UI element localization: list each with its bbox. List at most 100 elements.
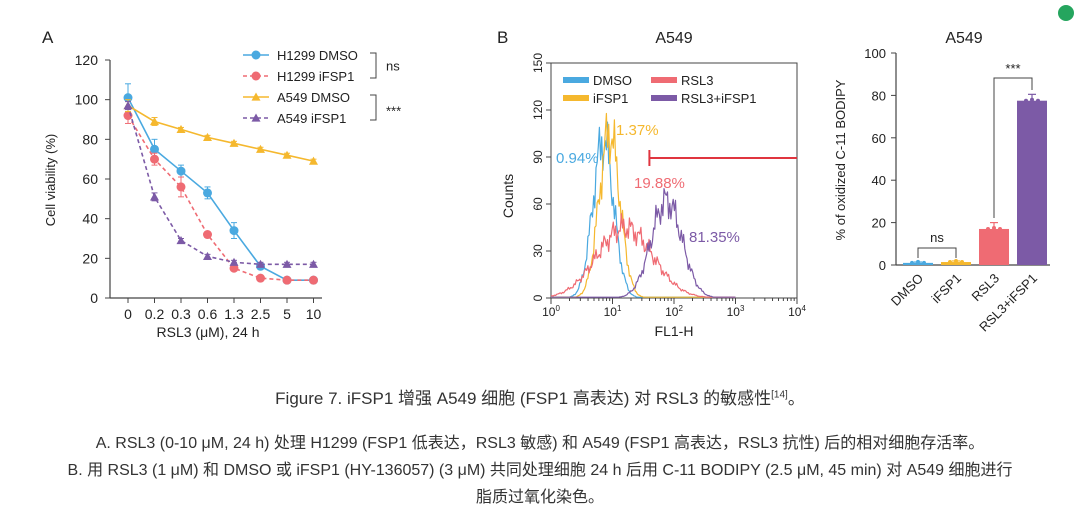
legend-label: H1299 iFSP1: [277, 69, 354, 84]
panel-b-y-label: Counts: [500, 174, 516, 218]
figure-title-end: 。: [787, 389, 805, 408]
x-tick-label: 0.3: [171, 306, 191, 322]
caption-line-b1: B. 用 RSL3 (1 μM) 和 DMSO 或 iFSP1 (HY-1360…: [67, 462, 1013, 479]
panel-b-series: [551, 112, 797, 298]
y-tick-label: 60: [872, 131, 886, 146]
x-tick-label: 103: [727, 304, 745, 319]
significance-bracket: [993, 77, 1033, 218]
y-tick-label: 40: [872, 173, 886, 188]
legend-label: A549 iFSP1: [277, 111, 346, 126]
y-tick-label: 60: [82, 171, 98, 187]
data-point: [203, 251, 212, 260]
corner-badge-icon: [1058, 5, 1074, 21]
histogram-trace: [551, 213, 736, 298]
figure-description: A. RSL3 (0-10 μM, 24 h) 处理 H1299 (FSP1 低…: [0, 430, 1080, 511]
x-tick-label: 0: [124, 306, 132, 322]
panel-label-b: B: [497, 28, 508, 47]
bar-data-point: [1024, 98, 1028, 103]
data-point: [229, 138, 239, 147]
data-point: [309, 156, 318, 165]
percent-label: 0.94%: [556, 150, 599, 167]
panel-a-series: [123, 83, 318, 285]
data-point: [256, 273, 265, 283]
significance-label: ns: [930, 230, 944, 245]
bar-data-point: [986, 226, 990, 231]
legend-label: DMSO: [593, 73, 632, 88]
legend-marker: [251, 113, 261, 122]
figure-title-text: iFSP1 增强 A549 细胞 (FSP1 高表达) 对 RSL3 的敏感性: [342, 389, 772, 408]
y-tick-label: 0: [879, 258, 886, 273]
y-tick-label: 20: [872, 216, 886, 231]
legend-label: A549 DMSO: [277, 90, 350, 105]
significance-bracket: [370, 52, 377, 79]
x-tick-label: 0.6: [198, 306, 218, 322]
caption-line-a: A. RSL3 (0-10 μM, 24 h) 处理 H1299 (FSP1 低…: [95, 435, 985, 452]
legend-marker: [251, 50, 261, 60]
legend-swatch: [651, 95, 677, 101]
data-point: [229, 226, 239, 236]
legend-label: RSL3: [681, 73, 714, 88]
legend-label: RSL3+iFSP1: [681, 91, 757, 106]
data-point: [229, 257, 239, 266]
data-point: [150, 154, 159, 164]
bar: [903, 262, 933, 265]
bar: [1017, 100, 1047, 265]
bar-chart-bars: ns ***: [903, 61, 1047, 265]
y-tick-label: 100: [864, 46, 886, 61]
legend-label: H1299 DMSO: [277, 48, 358, 63]
y-tick-label: 40: [82, 211, 98, 227]
significance-label: ***: [386, 104, 401, 119]
bar-chart-title: A549: [945, 30, 982, 47]
significance-label: ***: [1005, 61, 1020, 76]
legend-swatch: [563, 95, 589, 101]
data-point: [123, 101, 133, 110]
bar-data-point: [992, 225, 996, 230]
data-point: [176, 182, 186, 192]
panel-a-axes: 0 20 40 60 80 100 120 0 0.2 0.3 0.6 1.3 2.5 5 10: [75, 52, 322, 322]
legend-marker: [251, 92, 261, 101]
x-tick-label: 5: [283, 306, 291, 322]
percent-label: 19.88%: [634, 175, 685, 192]
panel-a-y-label: Cell viability (%): [43, 134, 58, 226]
panel-a-x-label: RSL3 (μM), 24 h: [157, 324, 260, 340]
panel-a-legend: H1299 DMSO H1299 iFSP1 A549 DMSO A549 iFSP1…: [243, 48, 401, 126]
bar-chart-y-label: % of oxidized C-11 BODIPY: [833, 79, 848, 240]
bar-data-point: [922, 260, 926, 265]
legend-swatch: [563, 77, 589, 83]
y-tick-label: 0: [531, 294, 545, 301]
y-tick-label: 90: [531, 150, 545, 164]
significance-bracket: [370, 94, 377, 121]
x-tick-label: RSL3: [969, 271, 1003, 305]
legend-label: iFSP1: [593, 91, 628, 106]
histogram-trace: [551, 188, 736, 298]
panel-b-percent-labels: 0.94% 1.37% 19.88% 81.35%: [556, 122, 740, 246]
data-point: [282, 150, 292, 159]
bar-data-point: [1036, 98, 1040, 103]
data-point: [203, 188, 212, 198]
data-point: [309, 275, 318, 285]
legend-marker: [251, 71, 261, 81]
bar-data-point: [960, 260, 964, 265]
legend-swatch: [651, 77, 677, 83]
panel-b-legend: DMSO iFSP1 RSL3 RSL3+iFSP1: [563, 73, 757, 106]
bar: [941, 262, 971, 265]
bar-data-point: [998, 226, 1002, 231]
significance-bracket: [917, 247, 957, 258]
figure-title: Figure 7. iFSP1 增强 A549 细胞 (FSP1 高表达) 对 …: [0, 384, 1080, 409]
y-tick-label: 20: [82, 250, 98, 266]
y-tick-label: 80: [82, 131, 98, 147]
bar-data-point: [910, 260, 914, 265]
x-tick-label: 0.2: [145, 306, 165, 322]
x-tick-label: 102: [665, 304, 683, 319]
bar-data-point: [954, 259, 958, 264]
panel-label-a: A: [42, 28, 54, 47]
data-point: [203, 132, 212, 141]
data-point: [176, 235, 186, 245]
bar-data-point: [1030, 97, 1034, 102]
data-point: [150, 144, 159, 154]
y-tick-label: 120: [531, 100, 545, 120]
x-tick-label: iFSP1: [928, 271, 964, 307]
y-tick-label: 100: [75, 92, 99, 108]
y-tick-label: 30: [531, 244, 545, 258]
